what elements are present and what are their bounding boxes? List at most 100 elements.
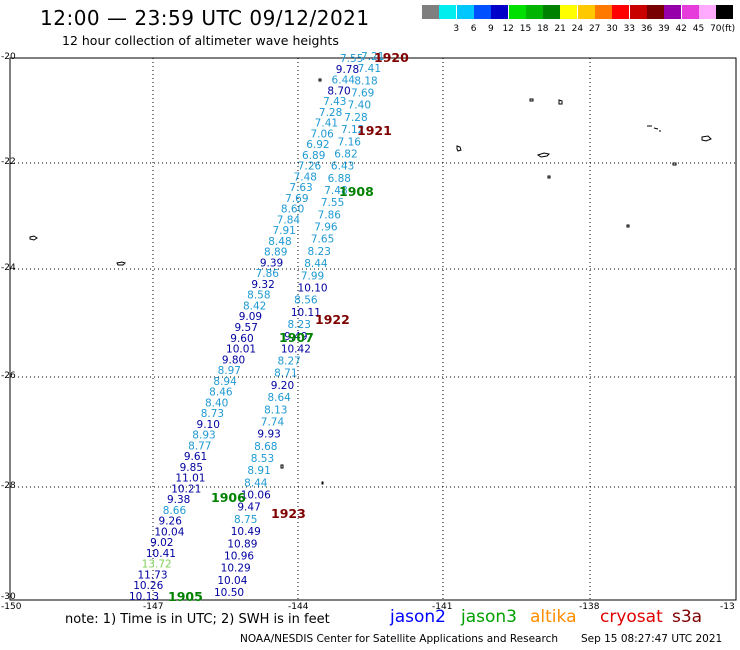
legend-swatch	[577, 5, 595, 19]
altimeter-tracks: 10.1310.2611.7313.7210.419.0210.049.268.…	[129, 50, 409, 604]
wave-height-value: 8.97	[218, 365, 241, 377]
island-outline	[536, 152, 551, 158]
map-frame	[9, 57, 737, 601]
legend-label: 45	[692, 24, 705, 34]
island-outline	[280, 464, 284, 469]
wave-height-value: 10.01	[226, 344, 256, 356]
pass-time-label: 1905	[168, 589, 203, 604]
note-text: note: 1) Time is in UTC; 2) SWH is in fe…	[65, 612, 330, 627]
legend-swatch	[473, 5, 491, 19]
satellite-altika: altika	[530, 607, 577, 627]
legend-swatch	[595, 5, 612, 19]
wave-height-value: 8.91	[247, 465, 270, 477]
wave-height-value: 8.89	[264, 247, 287, 259]
legend-unit: (ft)	[721, 24, 736, 34]
longitude-tick-label: -138	[579, 602, 600, 612]
wave-height-value: 7.06	[310, 128, 334, 140]
legend-label: 70	[710, 24, 722, 34]
legend-label: 15	[519, 24, 532, 34]
wave-height-value: 7.16	[338, 136, 362, 148]
wave-height-value: 7.28	[319, 107, 342, 119]
wave-height-value: 9.39	[260, 257, 283, 269]
wave-height-value: 8.73	[201, 408, 224, 420]
legend-swatch	[491, 5, 509, 19]
wave-height-value: 8.23	[288, 319, 311, 331]
wave-height-value: 7.65	[311, 234, 334, 246]
wave-height-value: 9.09	[239, 311, 262, 323]
pass-time-label: 1922	[315, 312, 350, 327]
legend-label: 36	[640, 24, 653, 34]
wave-height-value: 8.66	[163, 505, 187, 517]
island-outlines	[29, 78, 712, 485]
satellite-jason3: jason3	[461, 607, 517, 627]
wave-height-value: 8.13	[264, 404, 287, 416]
wave-height-value: 11.01	[175, 473, 205, 485]
credit-text: NOAA/NESDIS Center for Satellite Applica…	[240, 633, 558, 645]
wave-height-value: 7.12	[341, 124, 364, 136]
wave-height-value: 8.75	[234, 514, 257, 526]
wave-height-value: 8.64	[267, 392, 291, 404]
wave-height-value: 8.18	[354, 75, 377, 87]
legend-label: 6	[470, 24, 477, 34]
timestamp-text: Sep 15 08:27:47 UTC 2021	[581, 633, 723, 645]
legend-swatch	[716, 5, 734, 19]
wave-height-value: 8.40	[205, 397, 228, 409]
wave-height-value: 7.40	[348, 100, 371, 112]
wave-height-value: 8.44	[304, 258, 328, 270]
wave-height-value: 7.48	[294, 171, 317, 183]
wave-height-value: 10.26	[133, 580, 163, 592]
wave-height-value: 7.84	[277, 214, 301, 226]
longitude-tick-label: -144	[288, 602, 309, 612]
legend-swatch	[612, 5, 630, 19]
legend-swatch	[508, 5, 526, 19]
legend-swatch	[646, 5, 664, 19]
island-outline	[321, 481, 324, 485]
wave-height-value: 6.43	[331, 161, 354, 173]
wave-height-value: 8.94	[213, 376, 237, 388]
wave-height-value: 6.92	[306, 139, 329, 151]
wave-height-value: 8.70	[327, 85, 350, 97]
wave-height-value: 8.68	[254, 441, 277, 453]
wave-height-value: 10.21	[171, 483, 201, 495]
wave-height-value: 6.88	[328, 173, 351, 185]
island-outline	[116, 261, 126, 266]
longitude-tick-label: -141	[432, 602, 453, 612]
wave-height-value: 9.38	[167, 494, 190, 506]
legend-swatch	[439, 5, 457, 19]
wave-height-value: 9.47	[237, 502, 260, 514]
pass-time-label: 1923	[271, 506, 306, 521]
wave-height-value: 7.86	[256, 268, 280, 280]
wave-height-value: 8.93	[192, 430, 215, 442]
wave-height-value: 9.78	[336, 64, 359, 76]
legend-label: 27	[588, 24, 601, 34]
wave-height-value: 7.91	[272, 225, 295, 237]
latitude-tick-label: -24	[1, 263, 16, 273]
wave-height-value: 8.44	[244, 477, 268, 489]
wave-height-value: 10.13	[129, 591, 159, 603]
wave-height-value: 8.71	[274, 368, 297, 380]
island-outline	[626, 224, 630, 228]
wave-height-value: 7.86	[318, 209, 342, 221]
wave-height-value: 9.57	[235, 322, 258, 334]
legend-label: 9	[488, 24, 494, 34]
wave-height-value: 7.28	[344, 112, 367, 124]
latitude-tick-label: -26	[1, 371, 16, 381]
wave-height-value: 10.04	[154, 526, 184, 538]
wave-height-value: 9.32	[251, 279, 274, 291]
legend-swatch	[456, 5, 474, 19]
pass-time-label: 1907	[279, 330, 314, 345]
wave-height-value: 10.06	[241, 490, 271, 502]
wave-height-value: 7.96	[314, 222, 338, 234]
wave-height-value: 9.02	[150, 537, 173, 549]
pass-time-label: 1906	[211, 490, 246, 505]
wave-height-value: 13.72	[142, 559, 172, 571]
wave-height-value: 9.10	[197, 419, 220, 431]
wave-height-value: 9.26	[159, 516, 183, 528]
wave-height-value: 10.41	[146, 548, 176, 560]
wave-height-value: 7.26	[298, 161, 322, 173]
wave-height-value: 10.10	[298, 282, 328, 294]
latitude-tick-label: -20	[1, 52, 16, 62]
island-outline	[701, 135, 712, 142]
longitude-tick-label: -150	[1, 602, 22, 612]
wave-height-value: 8.42	[243, 300, 266, 312]
